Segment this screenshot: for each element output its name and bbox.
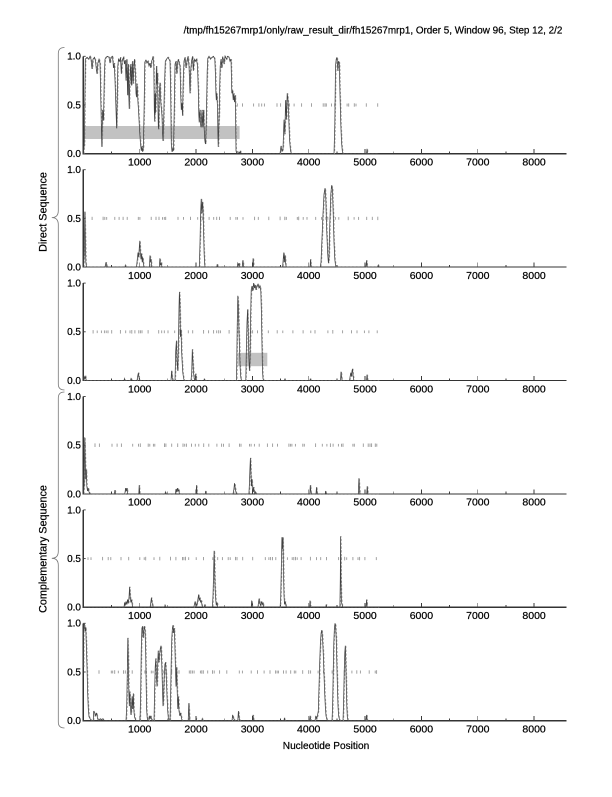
svg-text:6000: 6000 [410, 724, 434, 736]
svg-text:3000: 3000 [241, 724, 265, 736]
svg-text:Direct Sequence: Direct Sequence [38, 172, 50, 252]
svg-text:1.0: 1.0 [67, 279, 81, 290]
svg-text:2000: 2000 [184, 610, 208, 622]
svg-text:6000: 6000 [410, 497, 434, 509]
svg-text:4000: 4000 [297, 157, 321, 169]
svg-text:1000: 1000 [128, 270, 152, 282]
svg-text:0.5: 0.5 [67, 100, 81, 111]
svg-text:5000: 5000 [353, 497, 377, 509]
svg-text:3000: 3000 [241, 497, 265, 509]
svg-text:3000: 3000 [241, 270, 265, 282]
svg-text:1.0: 1.0 [67, 505, 81, 516]
svg-text:0.5: 0.5 [67, 214, 81, 225]
svg-text:5000: 5000 [353, 157, 377, 169]
svg-text:7000: 7000 [466, 610, 490, 622]
svg-text:1000: 1000 [128, 157, 152, 169]
svg-text:6000: 6000 [410, 610, 434, 622]
svg-text:7000: 7000 [466, 497, 490, 509]
svg-text:2000: 2000 [184, 383, 208, 395]
svg-text:5000: 5000 [353, 610, 377, 622]
svg-text:0.5: 0.5 [67, 554, 81, 565]
svg-text:5000: 5000 [353, 383, 377, 395]
svg-text:4000: 4000 [297, 270, 321, 282]
svg-text:6000: 6000 [410, 383, 434, 395]
svg-text:4000: 4000 [297, 724, 321, 736]
svg-text:8000: 8000 [522, 724, 546, 736]
svg-text:2000: 2000 [184, 270, 208, 282]
svg-text:0.5: 0.5 [67, 441, 81, 452]
svg-text:0.0: 0.0 [67, 603, 81, 614]
svg-text:7000: 7000 [466, 270, 490, 282]
svg-text:0.0: 0.0 [67, 716, 81, 727]
svg-text:Complementary Sequence: Complementary Sequence [38, 485, 50, 613]
svg-text:4000: 4000 [297, 497, 321, 509]
svg-text:8000: 8000 [522, 270, 546, 282]
svg-text:8000: 8000 [522, 157, 546, 169]
svg-text:8000: 8000 [522, 383, 546, 395]
svg-text:0.5: 0.5 [67, 327, 81, 338]
svg-text:6000: 6000 [410, 157, 434, 169]
svg-text:7000: 7000 [466, 157, 490, 169]
svg-text:5000: 5000 [353, 724, 377, 736]
svg-text:6000: 6000 [410, 270, 434, 282]
svg-text:0.5: 0.5 [67, 667, 81, 678]
svg-text:3000: 3000 [241, 610, 265, 622]
svg-text:1.0: 1.0 [67, 165, 81, 176]
svg-text:1000: 1000 [128, 497, 152, 509]
svg-text:Nucleotide Position: Nucleotide Position [283, 741, 369, 752]
svg-text:0.0: 0.0 [67, 376, 81, 387]
svg-text:1000: 1000 [128, 383, 152, 395]
svg-text:1.0: 1.0 [67, 619, 81, 630]
svg-text:0.0: 0.0 [67, 489, 81, 500]
svg-text:4000: 4000 [297, 383, 321, 395]
svg-text:8000: 8000 [522, 610, 546, 622]
svg-text:/tmp/fh15267mrp1/only/raw_resu: /tmp/fh15267mrp1/only/raw_result_dir/fh1… [184, 26, 563, 37]
svg-text:1.0: 1.0 [67, 392, 81, 403]
svg-text:3000: 3000 [241, 383, 265, 395]
svg-text:2000: 2000 [184, 497, 208, 509]
svg-text:4000: 4000 [297, 610, 321, 622]
svg-text:2000: 2000 [184, 157, 208, 169]
svg-text:3000: 3000 [241, 157, 265, 169]
svg-text:7000: 7000 [466, 383, 490, 395]
svg-text:1.0: 1.0 [67, 52, 81, 63]
svg-text:1000: 1000 [128, 724, 152, 736]
svg-text:7000: 7000 [466, 724, 490, 736]
svg-text:2000: 2000 [184, 724, 208, 736]
svg-text:1000: 1000 [128, 610, 152, 622]
svg-text:0.0: 0.0 [67, 263, 81, 274]
svg-text:5000: 5000 [353, 270, 377, 282]
svg-text:8000: 8000 [522, 497, 546, 509]
svg-text:0.0: 0.0 [67, 149, 81, 160]
